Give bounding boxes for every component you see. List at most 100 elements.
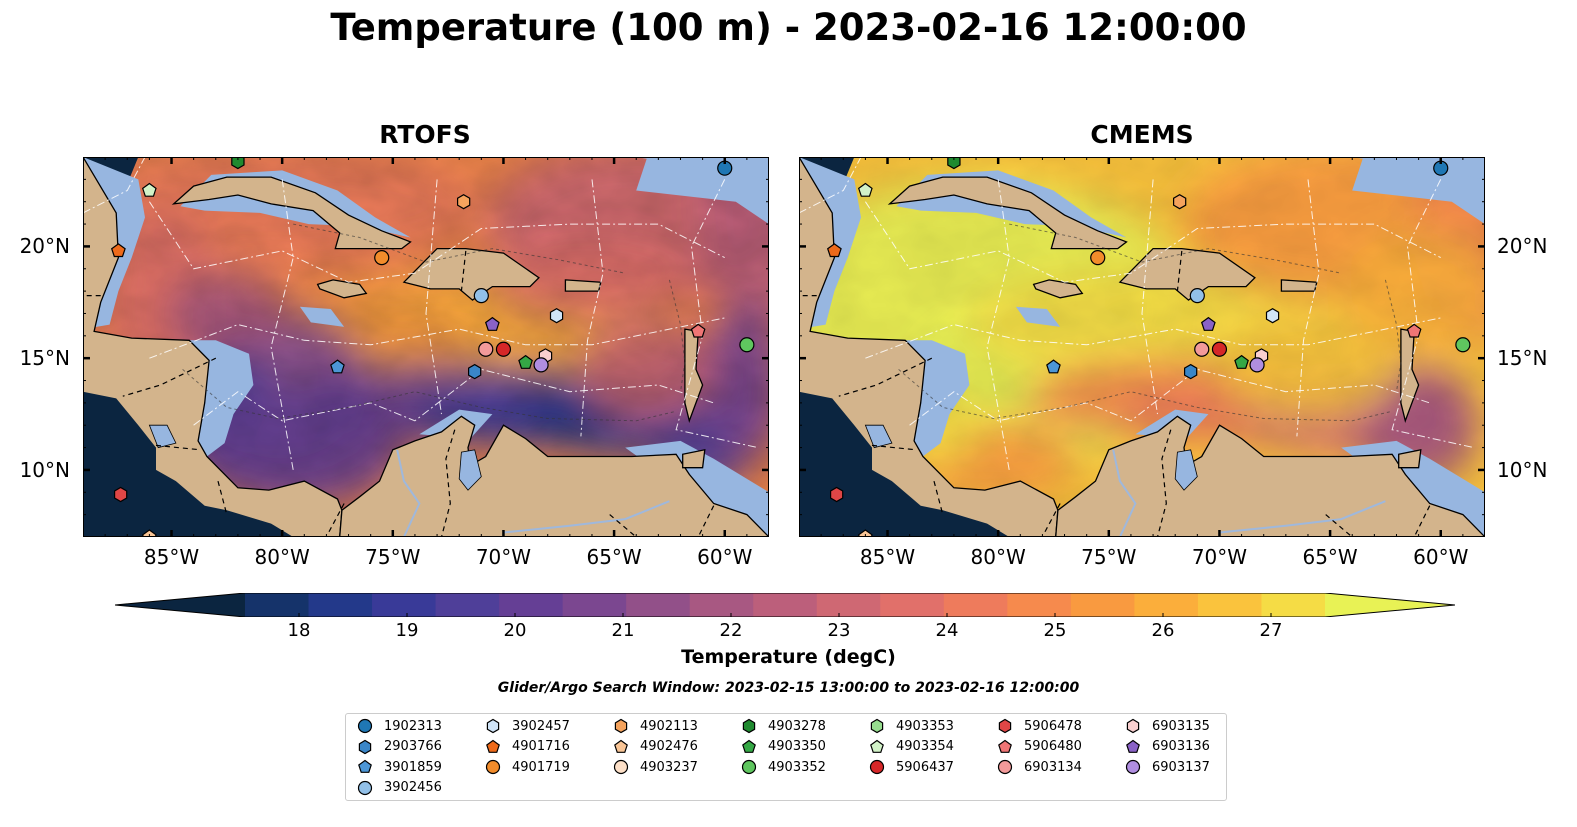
float-marker-6903137 [1249,357,1265,373]
legend-label: 6903136 [1152,739,1210,754]
panel-title-cmems: CMEMS [1090,120,1194,149]
colorbar-label: Temperature (degC) [681,646,896,668]
legend-marker-hexagon-icon [998,718,1012,734]
colorbar-tick-label: 26 [1151,620,1175,641]
float-marker-5906480 [1406,323,1422,338]
legend-item-4903354: 4903354 [868,737,954,757]
legend-label: 3902456 [384,780,442,795]
legend-item-3902456: 3902456 [356,778,442,798]
legend-marker-hexagon-icon [358,739,372,754]
legend-marker-pentagon-icon [614,739,628,753]
float-marker-5906437 [1211,341,1228,357]
legend-marker-circle-icon [357,718,373,734]
float-marker-5906478 [114,486,128,503]
float-marker-3902456 [1189,287,1205,304]
colorbar-tick-label: 23 [827,620,851,641]
float-marker-3902457 [1265,308,1280,324]
lon-tick-label: 75°W [365,545,421,569]
legend-marker-circle-icon [741,759,757,775]
legend-marker-hexagon-icon [486,718,500,734]
lon-tick-label: 80°W [970,545,1026,569]
float-marker-3901859 [1046,359,1061,374]
float-marker-4903350 [1234,354,1249,369]
float-legend: 1902313 2903766 3901859 3902456 3902457 49017… [345,713,1227,801]
colorbar-tick-label: 24 [935,620,959,641]
legend-item-1902313: 1902313 [356,716,442,736]
legend-marker-circle-icon [997,759,1013,775]
legend-label: 4903278 [768,718,826,734]
legend-label: 5906478 [1024,718,1082,734]
colorbar-tick-label: 20 [503,620,527,641]
legend-label: 6903135 [1152,718,1210,734]
legend-item-4901719: 4901719 [484,757,570,777]
float-marker-3902456 [473,287,489,304]
legend-item-4903278: 4903278 [740,716,826,736]
float-marker-5906478 [830,486,844,503]
legend-label: 4901719 [512,759,570,775]
legend-label: 5906437 [896,759,954,775]
float-marker-4902113 [1173,194,1187,210]
legend-marker-pentagon-icon [998,739,1012,753]
legend-item-6903135: 6903135 [1124,716,1210,736]
legend-label: 3901859 [384,759,442,775]
legend-item-6903137: 6903137 [1124,757,1210,777]
legend-item-5906480: 5906480 [996,737,1082,757]
legend-item-6903134: 6903134 [996,757,1082,777]
lon-tick-label: 70°W [1191,545,1248,569]
cmems-map [799,157,1485,537]
float-marker-6903134 [478,341,494,357]
colorbar-tick-label: 22 [719,620,743,641]
colorbar-tick-label: 27 [1259,620,1283,641]
legend-marker-hexagon-icon [614,718,628,734]
lon-tick-label: 65°W [1302,545,1358,569]
legend-item-3902457: 3902457 [484,716,570,736]
float-marker-6903136 [1200,316,1216,331]
legend-marker-circle-icon [1125,759,1141,775]
legend-label: 4903237 [640,759,698,775]
legend-marker-pentagon-icon [1126,739,1140,753]
legend-label: 4901716 [512,739,570,754]
float-marker-4903354 [141,182,157,197]
legend-item-4902476: 4902476 [612,737,698,757]
legend-item-2903766: 2903766 [356,737,442,757]
legend-marker-circle-icon [613,759,629,775]
lon-tick-label: 85°W [143,545,200,569]
legend-item-5906437: 5906437 [868,757,954,777]
lon-tick-label: 70°W [475,545,532,569]
legend-item-4903352: 4903352 [740,757,826,777]
search-window-subtitle: Glider/Argo Search Window: 2023-02-15 13… [497,680,1080,696]
temperature-colorbar [115,593,1455,617]
float-marker-4901716 [826,243,842,258]
float-marker-6903136 [484,316,500,331]
float-marker-3901859 [330,359,345,374]
float-marker-4901719 [374,249,390,266]
colorbar-tick-label: 19 [395,620,419,641]
legend-item-6903136: 6903136 [1124,737,1210,757]
lat-tick-label-right: 15°N [1497,346,1548,371]
legend-item-5906478: 5906478 [996,716,1082,736]
lat-tick-label-left: 10°N [19,457,70,482]
lat-tick-label-left: 15°N [19,346,70,371]
float-marker-4902476 [857,529,873,537]
legend-label: 4902113 [640,718,698,734]
float-marker-5906480 [690,323,706,338]
rtofs-map [83,157,769,537]
legend-item-4902113: 4902113 [612,716,698,736]
lon-tick-label: 60°W [697,545,753,569]
legend-marker-pentagon-icon [358,759,372,773]
float-marker-3902457 [549,308,564,324]
legend-label: 4903350 [768,739,826,754]
float-marker-4903354 [857,182,873,197]
legend-marker-pentagon-icon [742,739,756,753]
float-marker-4903350 [518,354,533,369]
legend-label: 2903766 [384,739,442,754]
colorbar-tick-label: 18 [287,620,311,641]
float-marker-5906437 [495,341,512,357]
legend-label: 5906480 [1024,739,1082,754]
lon-tick-label: 80°W [254,545,310,569]
colorbar-tick-label: 21 [611,620,635,641]
float-marker-2903766 [468,363,482,380]
legend-label: 4903354 [896,739,954,754]
lon-tick-label: 65°W [586,545,642,569]
legend-label: 1902313 [384,718,442,734]
